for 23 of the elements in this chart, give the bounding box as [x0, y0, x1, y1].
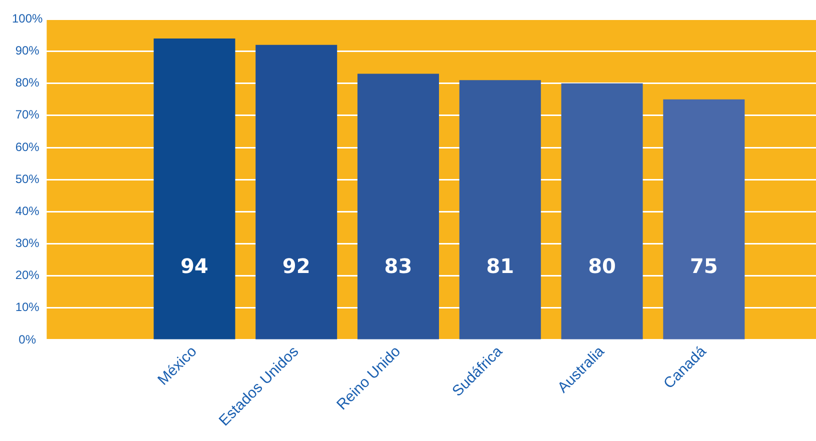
bar	[561, 83, 643, 340]
y-tick-label: 40%	[15, 204, 40, 218]
data-label: 80	[588, 254, 616, 278]
y-tick-label: 0%	[18, 332, 36, 346]
y-tick-label: 50%	[15, 172, 40, 186]
y-tick-label: 10%	[15, 300, 40, 314]
y-tick-label: 30%	[15, 236, 40, 250]
data-label: 75	[690, 254, 718, 278]
y-tick-label: 100%	[12, 12, 44, 26]
y-tick-label: 90%	[15, 44, 40, 58]
y-tick-label: 70%	[15, 108, 40, 122]
data-label: 92	[282, 254, 310, 278]
bar	[357, 74, 439, 340]
bar	[256, 44, 338, 340]
bar	[154, 38, 236, 340]
data-label: 94	[180, 254, 208, 278]
data-label: 83	[384, 254, 412, 278]
y-tick-label: 20%	[15, 268, 40, 282]
data-label: 81	[486, 254, 514, 278]
bar	[459, 80, 541, 340]
y-tick-label: 80%	[15, 76, 40, 90]
bar	[663, 99, 745, 340]
y-tick-label: 60%	[15, 140, 40, 154]
